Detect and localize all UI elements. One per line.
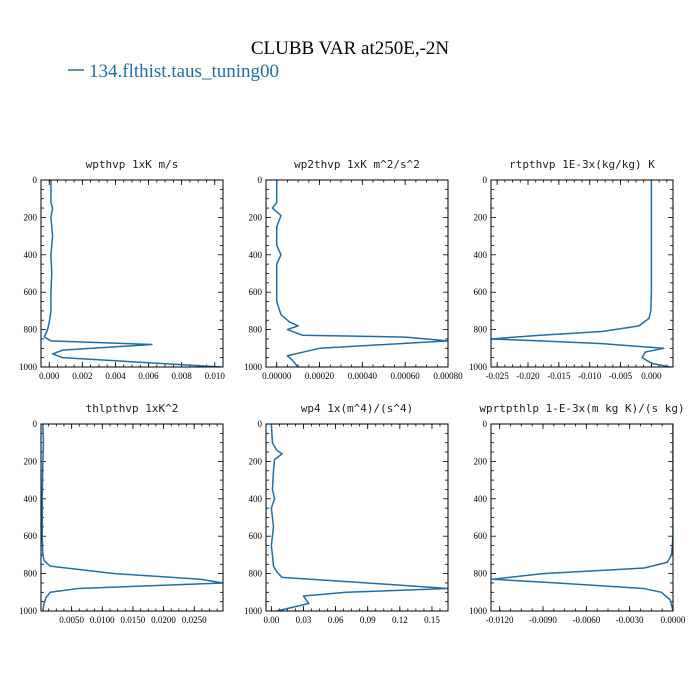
series-line [271, 180, 448, 367]
x-tick-label: -0.0120 [486, 615, 514, 625]
panel-4: thlpthvp 1xK^2 0 200 400 600 800 1000 0.0050 0.0… [19, 402, 224, 625]
y-tick-label: 400 [474, 250, 488, 260]
y-tick-label: 1000 [469, 362, 488, 372]
y-tick-label: 1000 [19, 606, 38, 616]
x-tick-label: 0.00040 [348, 371, 378, 381]
y-tick-label: 600 [24, 531, 38, 541]
y-tick-label: 200 [249, 456, 263, 466]
x-tick-label: -0.0090 [529, 615, 557, 625]
x-tick-label: 0.0250 [182, 615, 207, 625]
y-tick-label: 800 [24, 325, 38, 335]
y-tick-label: 1000 [244, 606, 263, 616]
x-tick-label: -0.0030 [616, 615, 644, 625]
panel-6: wprtpthlp 1-E-3x(m kg K)/(s kg) 0 200 400 60… [469, 402, 686, 625]
legend: 134.flthist.taus_tuning00 [68, 61, 279, 82]
plot-frame [490, 179, 674, 368]
x-tick-label: 0.0150 [121, 615, 146, 625]
y-tick-label: 600 [24, 287, 38, 297]
plot-frame [490, 423, 674, 612]
y-tick-label: 600 [474, 531, 488, 541]
y-tick-label: 800 [474, 325, 488, 335]
x-tick-label: 0.0000 [661, 615, 686, 625]
y-tick-label: 400 [249, 494, 263, 504]
x-tick-label: 0.004 [105, 371, 126, 381]
x-tick-label: 0.008 [172, 371, 193, 381]
x-tick-label: 0.000 [39, 371, 60, 381]
y-tick-label: 200 [24, 456, 38, 466]
panel-3: rtpthvp 1E-3x(kg/kg) K02004006008001000-… [469, 158, 674, 381]
x-tick-label: 0.00 [263, 615, 279, 625]
x-tick-label: -0.010 [578, 371, 602, 381]
x-tick-label: 0.006 [138, 371, 159, 381]
y-tick-label: 800 [24, 569, 38, 579]
y-tick-label: 0 [33, 419, 38, 429]
plot-frame [40, 179, 224, 368]
panel-title: wpthvp 1xK m/s [86, 158, 179, 171]
y-tick-label: 800 [249, 325, 263, 335]
x-tick-label: 0.09 [360, 615, 376, 625]
series-line [491, 424, 673, 611]
y-tick-label: 200 [474, 456, 488, 466]
x-tick-label: 0.002 [72, 371, 92, 381]
series-line [491, 180, 671, 367]
panel-title: rtpthvp 1E-3x(kg/kg) K [509, 158, 655, 171]
y-tick-label: 1000 [469, 606, 488, 616]
legend-label: 134.flthist.taus_tuning00 [89, 61, 279, 82]
y-tick-label: 600 [474, 287, 488, 297]
x-tick-label: 0.00000 [262, 371, 292, 381]
x-tick-label: 0.00020 [305, 371, 335, 381]
series-line [270, 424, 448, 611]
x-tick-label: 0.15 [424, 615, 440, 625]
panel-title: thlpthvp 1xK^2 [86, 402, 179, 415]
x-tick-label: 0.00060 [391, 371, 421, 381]
x-tick-label: 0.0050 [59, 615, 84, 625]
y-tick-label: 400 [24, 494, 38, 504]
plot-frame [265, 423, 449, 612]
y-tick-label: 1000 [19, 362, 38, 372]
y-tick-label: 600 [249, 531, 263, 541]
y-tick-label: 400 [249, 250, 263, 260]
y-tick-label: 0 [258, 419, 263, 429]
y-tick-label: 0 [483, 175, 488, 185]
x-tick-label: -0.015 [547, 371, 571, 381]
y-tick-label: 400 [24, 250, 38, 260]
y-tick-label: 1000 [244, 362, 263, 372]
panel-title: wp4 1x(m^4)/(s^4) [301, 402, 414, 415]
x-tick-label: 0.0100 [90, 615, 115, 625]
plot-frame [40, 423, 224, 612]
y-tick-label: 200 [24, 212, 38, 222]
x-tick-label: 0.12 [392, 615, 408, 625]
plot-frame [265, 179, 449, 368]
series-line [43, 180, 222, 367]
y-tick-label: 800 [474, 569, 488, 579]
x-tick-label: -0.020 [516, 371, 540, 381]
y-tick-label: 0 [258, 175, 263, 185]
panel-title: wp2thvp 1xK m^2/s^2 [294, 158, 420, 171]
series-line [41, 424, 223, 611]
y-tick-label: 0 [483, 419, 488, 429]
x-tick-label: 0.0200 [151, 615, 176, 625]
y-tick-label: 800 [249, 569, 263, 579]
x-tick-label: -0.025 [486, 371, 510, 381]
y-tick-label: 200 [249, 212, 263, 222]
figure-title: CLUBB VAR at250E,-2N [251, 38, 450, 59]
x-tick-label: 0.010 [205, 371, 226, 381]
y-tick-label: 400 [474, 494, 488, 504]
y-tick-label: 0 [33, 175, 38, 185]
y-tick-label: 200 [474, 212, 488, 222]
x-tick-label: -0.005 [609, 371, 633, 381]
x-tick-label: -0.0060 [572, 615, 600, 625]
y-tick-label: 600 [249, 287, 263, 297]
x-tick-label: 0.06 [328, 615, 344, 625]
panel-2: wp2thvp 1xK m^2/s^2020040060080010000.00… [244, 158, 463, 381]
x-tick-label: 0.000 [641, 371, 662, 381]
x-tick-label: 0.00080 [433, 371, 463, 381]
x-tick-label: 0.03 [296, 615, 312, 625]
panel-title: wprtpthlp 1-E-3x(m kg K)/(s kg) [479, 402, 684, 415]
